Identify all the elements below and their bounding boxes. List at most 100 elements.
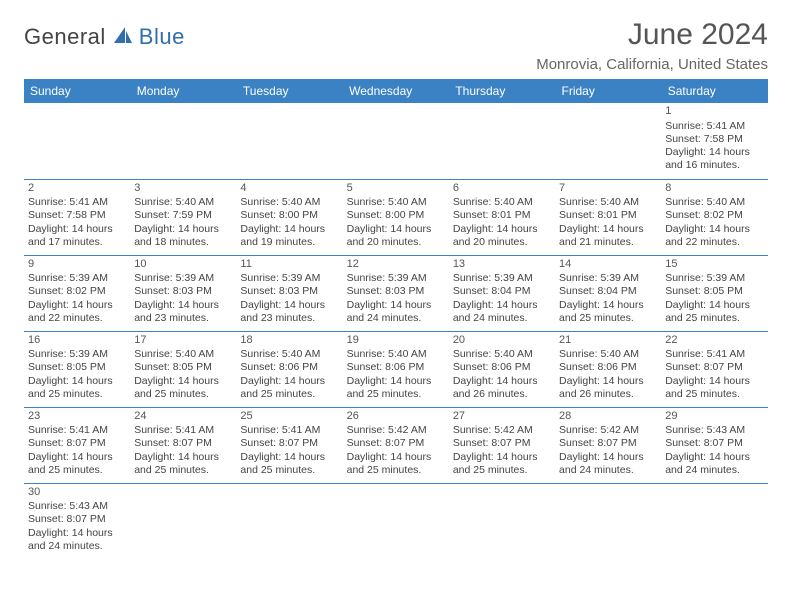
daylight-text: Daylight: 14 hours and 25 minutes. bbox=[559, 299, 657, 325]
weekday-header: Monday bbox=[130, 79, 236, 103]
sunrise-text: Sunrise: 5:42 AM bbox=[347, 424, 445, 437]
day-number: 17 bbox=[134, 334, 232, 348]
daylight-text: Daylight: 14 hours and 20 minutes. bbox=[453, 223, 551, 249]
day-number: 25 bbox=[240, 410, 338, 424]
sunrise-text: Sunrise: 5:39 AM bbox=[347, 272, 445, 285]
sunset-text: Sunset: 7:58 PM bbox=[28, 209, 126, 222]
calendar-day-cell: 14Sunrise: 5:39 AMSunset: 8:04 PMDayligh… bbox=[555, 255, 661, 331]
sunrise-text: Sunrise: 5:43 AM bbox=[665, 424, 763, 437]
calendar-day-cell: 23Sunrise: 5:41 AMSunset: 8:07 PMDayligh… bbox=[24, 407, 130, 483]
daylight-text: Daylight: 14 hours and 22 minutes. bbox=[28, 299, 126, 325]
calendar-empty-cell bbox=[130, 483, 236, 559]
calendar-day-cell: 12Sunrise: 5:39 AMSunset: 8:03 PMDayligh… bbox=[343, 255, 449, 331]
day-number: 13 bbox=[453, 258, 551, 272]
weekday-header: Thursday bbox=[449, 79, 555, 103]
sunrise-text: Sunrise: 5:41 AM bbox=[665, 348, 763, 361]
calendar-table: SundayMondayTuesdayWednesdayThursdayFrid… bbox=[24, 79, 768, 559]
calendar-empty-cell bbox=[449, 103, 555, 179]
day-number: 21 bbox=[559, 334, 657, 348]
daylight-text: Daylight: 14 hours and 18 minutes. bbox=[134, 223, 232, 249]
daylight-text: Daylight: 14 hours and 25 minutes. bbox=[240, 451, 338, 477]
daylight-text: Daylight: 14 hours and 25 minutes. bbox=[134, 451, 232, 477]
calendar-header-row: SundayMondayTuesdayWednesdayThursdayFrid… bbox=[24, 79, 768, 103]
daylight-text: Daylight: 14 hours and 23 minutes. bbox=[240, 299, 338, 325]
daylight-text: Daylight: 14 hours and 26 minutes. bbox=[453, 375, 551, 401]
sunrise-text: Sunrise: 5:43 AM bbox=[28, 500, 126, 513]
sunset-text: Sunset: 8:05 PM bbox=[665, 285, 763, 298]
sunrise-text: Sunrise: 5:39 AM bbox=[240, 272, 338, 285]
sunset-text: Sunset: 8:06 PM bbox=[347, 361, 445, 374]
sunset-text: Sunset: 8:04 PM bbox=[453, 285, 551, 298]
sail-icon bbox=[112, 25, 134, 50]
sunset-text: Sunset: 8:07 PM bbox=[134, 437, 232, 450]
calendar-day-cell: 13Sunrise: 5:39 AMSunset: 8:04 PMDayligh… bbox=[449, 255, 555, 331]
sunrise-text: Sunrise: 5:41 AM bbox=[240, 424, 338, 437]
calendar-empty-cell bbox=[130, 103, 236, 179]
calendar-empty-cell bbox=[555, 103, 661, 179]
page-header: General Blue June 2024 Monrovia, Califor… bbox=[24, 18, 768, 73]
day-number: 15 bbox=[665, 258, 763, 272]
calendar-day-cell: 22Sunrise: 5:41 AMSunset: 8:07 PMDayligh… bbox=[661, 331, 767, 407]
calendar-empty-cell bbox=[555, 483, 661, 559]
daylight-text: Daylight: 14 hours and 25 minutes. bbox=[134, 375, 232, 401]
daylight-text: Daylight: 14 hours and 16 minutes. bbox=[665, 146, 763, 172]
calendar-day-cell: 5Sunrise: 5:40 AMSunset: 8:00 PMDaylight… bbox=[343, 179, 449, 255]
sunrise-text: Sunrise: 5:40 AM bbox=[559, 348, 657, 361]
day-number: 8 bbox=[665, 182, 763, 196]
sunset-text: Sunset: 8:06 PM bbox=[240, 361, 338, 374]
day-number: 14 bbox=[559, 258, 657, 272]
daylight-text: Daylight: 14 hours and 24 minutes. bbox=[665, 451, 763, 477]
daylight-text: Daylight: 14 hours and 24 minutes. bbox=[28, 527, 126, 553]
sunset-text: Sunset: 8:03 PM bbox=[134, 285, 232, 298]
calendar-day-cell: 17Sunrise: 5:40 AMSunset: 8:05 PMDayligh… bbox=[130, 331, 236, 407]
sunrise-text: Sunrise: 5:41 AM bbox=[28, 424, 126, 437]
calendar-day-cell: 6Sunrise: 5:40 AMSunset: 8:01 PMDaylight… bbox=[449, 179, 555, 255]
calendar-day-cell: 29Sunrise: 5:43 AMSunset: 8:07 PMDayligh… bbox=[661, 407, 767, 483]
calendar-day-cell: 16Sunrise: 5:39 AMSunset: 8:05 PMDayligh… bbox=[24, 331, 130, 407]
sunrise-text: Sunrise: 5:39 AM bbox=[559, 272, 657, 285]
day-number: 22 bbox=[665, 334, 763, 348]
calendar-day-cell: 10Sunrise: 5:39 AMSunset: 8:03 PMDayligh… bbox=[130, 255, 236, 331]
calendar-day-cell: 18Sunrise: 5:40 AMSunset: 8:06 PMDayligh… bbox=[236, 331, 342, 407]
day-number: 30 bbox=[28, 486, 126, 500]
day-number: 1 bbox=[665, 105, 763, 119]
calendar-empty-cell bbox=[343, 483, 449, 559]
day-number: 5 bbox=[347, 182, 445, 196]
calendar-week-row: 23Sunrise: 5:41 AMSunset: 8:07 PMDayligh… bbox=[24, 407, 768, 483]
sunrise-text: Sunrise: 5:42 AM bbox=[453, 424, 551, 437]
day-number: 20 bbox=[453, 334, 551, 348]
calendar-day-cell: 28Sunrise: 5:42 AMSunset: 8:07 PMDayligh… bbox=[555, 407, 661, 483]
daylight-text: Daylight: 14 hours and 24 minutes. bbox=[347, 299, 445, 325]
daylight-text: Daylight: 14 hours and 25 minutes. bbox=[665, 299, 763, 325]
daylight-text: Daylight: 14 hours and 22 minutes. bbox=[665, 223, 763, 249]
sunrise-text: Sunrise: 5:40 AM bbox=[134, 348, 232, 361]
day-number: 4 bbox=[240, 182, 338, 196]
day-number: 16 bbox=[28, 334, 126, 348]
calendar-day-cell: 20Sunrise: 5:40 AMSunset: 8:06 PMDayligh… bbox=[449, 331, 555, 407]
sunset-text: Sunset: 8:07 PM bbox=[28, 513, 126, 526]
sunset-text: Sunset: 8:03 PM bbox=[240, 285, 338, 298]
sunset-text: Sunset: 8:05 PM bbox=[134, 361, 232, 374]
sunrise-text: Sunrise: 5:40 AM bbox=[240, 196, 338, 209]
sunset-text: Sunset: 8:07 PM bbox=[28, 437, 126, 450]
calendar-body: 1Sunrise: 5:41 AMSunset: 7:58 PMDaylight… bbox=[24, 103, 768, 559]
daylight-text: Daylight: 14 hours and 21 minutes. bbox=[559, 223, 657, 249]
sunset-text: Sunset: 8:06 PM bbox=[453, 361, 551, 374]
sunrise-text: Sunrise: 5:40 AM bbox=[559, 196, 657, 209]
calendar-day-cell: 7Sunrise: 5:40 AMSunset: 8:01 PMDaylight… bbox=[555, 179, 661, 255]
calendar-day-cell: 3Sunrise: 5:40 AMSunset: 7:59 PMDaylight… bbox=[130, 179, 236, 255]
weekday-header: Tuesday bbox=[236, 79, 342, 103]
day-number: 11 bbox=[240, 258, 338, 272]
daylight-text: Daylight: 14 hours and 25 minutes. bbox=[240, 375, 338, 401]
calendar-week-row: 16Sunrise: 5:39 AMSunset: 8:05 PMDayligh… bbox=[24, 331, 768, 407]
sunset-text: Sunset: 8:01 PM bbox=[559, 209, 657, 222]
sunrise-text: Sunrise: 5:41 AM bbox=[28, 196, 126, 209]
weekday-header: Wednesday bbox=[343, 79, 449, 103]
weekday-header: Saturday bbox=[661, 79, 767, 103]
brand-logo: General Blue bbox=[24, 24, 185, 50]
day-number: 9 bbox=[28, 258, 126, 272]
weekday-header: Friday bbox=[555, 79, 661, 103]
daylight-text: Daylight: 14 hours and 24 minutes. bbox=[453, 299, 551, 325]
calendar-week-row: 1Sunrise: 5:41 AMSunset: 7:58 PMDaylight… bbox=[24, 103, 768, 179]
daylight-text: Daylight: 14 hours and 26 minutes. bbox=[559, 375, 657, 401]
